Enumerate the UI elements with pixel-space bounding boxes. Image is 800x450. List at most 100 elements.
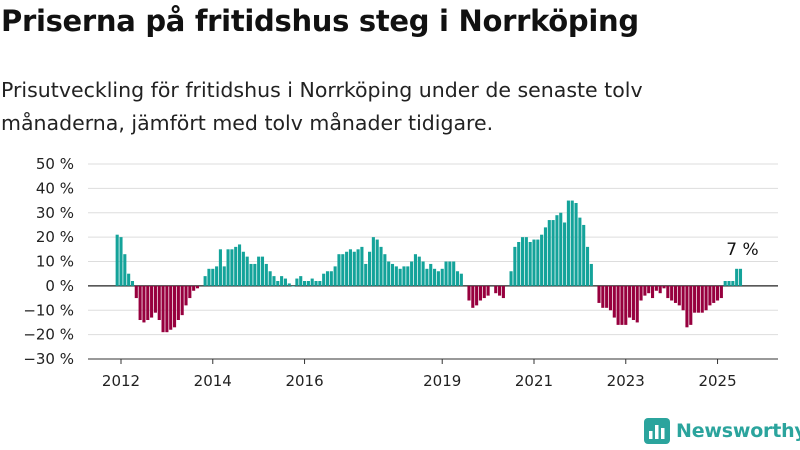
bar: [444, 261, 448, 286]
bar: [368, 251, 372, 286]
bar: [394, 266, 398, 286]
bar: [299, 276, 303, 286]
bar: [310, 278, 314, 286]
bar: [146, 285, 150, 321]
bar: [180, 285, 184, 316]
bar: [475, 285, 479, 306]
bar: [410, 261, 414, 286]
y-tick-label: −10 %: [23, 301, 74, 319]
bar: [704, 285, 708, 311]
bar: [253, 263, 257, 286]
bar: [520, 237, 525, 286]
y-tick-label: 20 %: [36, 228, 74, 246]
bar: [712, 285, 716, 303]
bar: [589, 263, 593, 286]
bar: [383, 254, 387, 286]
bar: [241, 251, 245, 286]
bar: [306, 281, 310, 286]
bar: [138, 285, 142, 321]
bar: [257, 256, 261, 286]
bar: [287, 283, 291, 286]
bar: [130, 281, 135, 286]
bar: [218, 249, 222, 286]
brand-logo[interactable]: Newsworthy: [644, 418, 800, 444]
bar: [390, 263, 395, 286]
bar: [650, 285, 655, 299]
bar: [153, 285, 157, 313]
bar: [513, 246, 517, 286]
bar: [215, 266, 219, 286]
x-tick-label: 2012: [102, 372, 140, 390]
bar: [478, 285, 483, 301]
bar: [356, 249, 360, 286]
bar: [459, 273, 463, 286]
bar: [134, 285, 138, 299]
bar: [387, 261, 391, 286]
x-tick-label: 2016: [285, 372, 323, 390]
bar: [574, 203, 578, 286]
bar: [123, 254, 127, 286]
bar: [440, 268, 444, 286]
bar: [260, 256, 265, 286]
bar: [597, 285, 601, 303]
bar: [715, 285, 720, 301]
bar: [406, 266, 410, 286]
bar: [647, 285, 651, 294]
bar: [570, 200, 574, 286]
bar: [517, 242, 521, 286]
bar: [681, 285, 685, 311]
bar: [693, 285, 697, 313]
value-annotation: 7 %: [726, 240, 758, 260]
x-tick-label: 2025: [698, 372, 736, 390]
bar: [222, 266, 226, 286]
bar: [433, 268, 437, 286]
bar: [348, 249, 352, 286]
bar: [276, 281, 280, 286]
bar: [559, 212, 563, 286]
bar: [142, 285, 146, 323]
bar: [150, 285, 154, 318]
bar: [532, 239, 536, 286]
bar: [494, 285, 498, 294]
bar: [498, 285, 502, 296]
bar-chart-logo-icon: [644, 418, 670, 444]
bar: [203, 276, 207, 286]
bar: [192, 285, 196, 291]
bar: [295, 278, 299, 286]
y-axis: −30 % −20 % −10 % 0 % 10 % 20 % 30 % 40 % 50 %: [23, 155, 74, 368]
bar: [226, 249, 230, 286]
bar: [280, 276, 284, 286]
chart-title: Priserna på fritidshus steg i Norrköping: [1, 4, 639, 38]
bar: [436, 271, 440, 286]
bar: [452, 261, 456, 286]
y-tick-label: 50 %: [36, 155, 74, 173]
bar: [536, 239, 540, 286]
bar: [509, 271, 513, 286]
bar: [352, 251, 356, 286]
y-tick-label: 0 %: [45, 277, 74, 295]
bar: [639, 285, 643, 301]
bar: [318, 281, 322, 286]
bar: [345, 251, 349, 286]
bar: [662, 285, 666, 289]
y-tick-label: 40 %: [36, 179, 74, 197]
bar: [616, 285, 620, 325]
bar-chart: −30 % −20 % −10 % 0 % 10 % 20 % 30 % 40 % 50 % 2…: [23, 155, 778, 390]
bar: [165, 285, 169, 333]
bar: [700, 285, 704, 313]
chart-subtitle: Prisutveckling för fritidshus i Norrköpi…: [1, 78, 643, 135]
bar: [677, 285, 681, 306]
bar: [735, 268, 739, 286]
bar: [654, 285, 658, 291]
bar: [325, 271, 330, 286]
bar: [291, 285, 295, 287]
bar: [157, 285, 161, 321]
bar: [188, 285, 192, 299]
bar: [635, 285, 639, 323]
bar: [119, 237, 123, 286]
bar: [421, 261, 425, 286]
bar: [624, 285, 628, 325]
bar: [364, 263, 368, 286]
bar: [337, 254, 341, 286]
bar: [673, 285, 678, 303]
